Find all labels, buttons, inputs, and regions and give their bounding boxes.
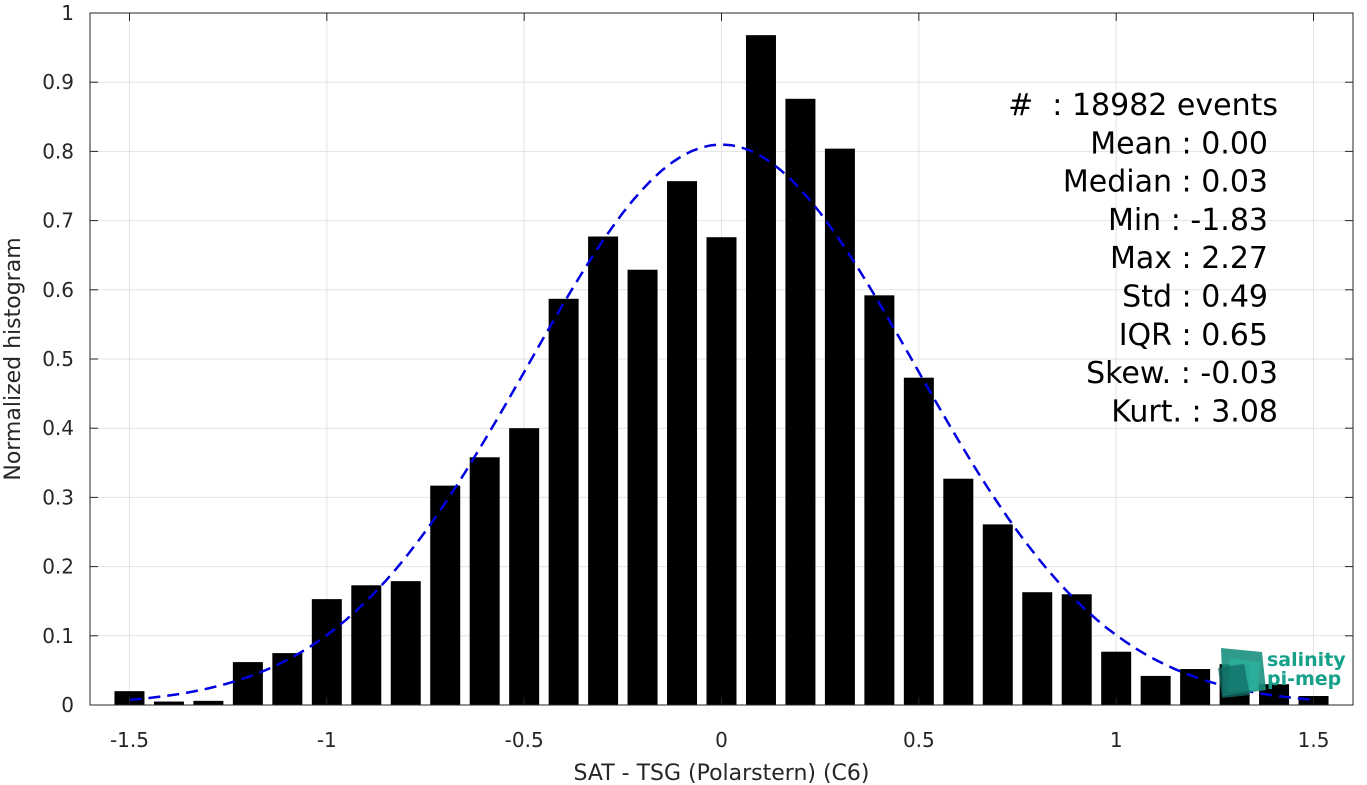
- stats-line: # : 18982 events: [1008, 88, 1278, 123]
- histogram-bar: [824, 148, 855, 705]
- histogram-bar: [469, 457, 500, 705]
- histogram-bar: [943, 478, 974, 705]
- x-axis-ticks: -1.5 -1 -0.5 0 0.5 1 1.5: [110, 13, 1329, 752]
- histogram-bar: [548, 298, 579, 705]
- histogram-bar: [430, 485, 461, 705]
- stats-line: Std : 0.49: [1122, 280, 1268, 315]
- x-tick-label: 1.5: [1298, 728, 1330, 752]
- x-tick-label: -1.5: [110, 728, 149, 752]
- histogram-bar: [311, 599, 342, 705]
- histogram-bar: [667, 181, 698, 705]
- y-tick-label: 0.5: [42, 347, 74, 371]
- stats-line: Skew. : -0.03: [1086, 356, 1278, 391]
- histogram-bar: [785, 98, 816, 706]
- y-tick-label: 0.9: [42, 70, 74, 94]
- histogram-bars: [114, 35, 1329, 706]
- stats-line: Kurt. : 3.08: [1111, 394, 1278, 429]
- histogram-bar: [509, 428, 540, 705]
- y-tick-label: 0.6: [42, 278, 74, 302]
- histogram-bar: [627, 269, 658, 705]
- stats-line: Min : -1.83: [1108, 203, 1268, 238]
- histogram-bar: [153, 701, 184, 705]
- histogram-bar: [232, 662, 263, 705]
- y-tick-label: 0.8: [42, 139, 74, 163]
- histogram-bar: [588, 236, 619, 706]
- y-tick-label: 0.1: [42, 624, 74, 648]
- stats-line: IQR : 0.65: [1119, 318, 1268, 353]
- histogram-bar: [1140, 675, 1171, 705]
- logo-text-pimep: pi-mep: [1267, 668, 1341, 690]
- x-tick-label: 1: [1110, 728, 1123, 752]
- y-tick-label: 0.3: [42, 485, 74, 509]
- x-tick-label: 0: [715, 728, 728, 752]
- histogram-bar: [903, 377, 934, 705]
- stats-line: Mean : 0.00: [1090, 126, 1268, 161]
- stats-line: Max : 2.27: [1110, 241, 1268, 276]
- x-tick-label: -1: [317, 728, 337, 752]
- x-tick-label: -0.5: [505, 728, 544, 752]
- salinity-pimep-logo: salinity pi-mep: [1218, 648, 1346, 698]
- histogram-bar: [745, 35, 776, 706]
- histogram-bar: [390, 581, 421, 705]
- y-axis-ticks: 0 0.1 0.2 0.3 0.4 0.5 0.6 0.7 0.8 0.9 1: [42, 1, 1353, 717]
- y-tick-label: 0: [61, 693, 74, 717]
- histogram-bar: [351, 585, 382, 705]
- histogram-bar: [272, 653, 303, 705]
- histogram-bar: [1180, 669, 1211, 705]
- y-tick-label: 0.2: [42, 555, 74, 579]
- stats-line: Median : 0.03: [1063, 165, 1268, 200]
- histogram-bar: [706, 237, 737, 705]
- histogram-bar: [864, 295, 895, 705]
- histogram-bar: [193, 700, 224, 705]
- y-axis-label: Normalized histogram: [1, 237, 26, 480]
- y-tick-label: 0.7: [42, 209, 74, 233]
- x-axis-label: SAT - TSG (Polarstern) (C6): [573, 761, 869, 785]
- histogram-bar: [1259, 684, 1290, 705]
- y-tick-label: 0.4: [42, 416, 74, 440]
- x-tick-label: 0.5: [903, 728, 935, 752]
- logo-text-salinity: salinity: [1267, 649, 1346, 671]
- y-tick-label: 1: [61, 1, 74, 25]
- histogram-bar: [982, 524, 1013, 705]
- normal-fit-curve: [129, 143, 1314, 702]
- histogram-bar: [1061, 594, 1092, 705]
- histogram-bar: [1101, 651, 1132, 705]
- histogram-bar: [1022, 592, 1053, 705]
